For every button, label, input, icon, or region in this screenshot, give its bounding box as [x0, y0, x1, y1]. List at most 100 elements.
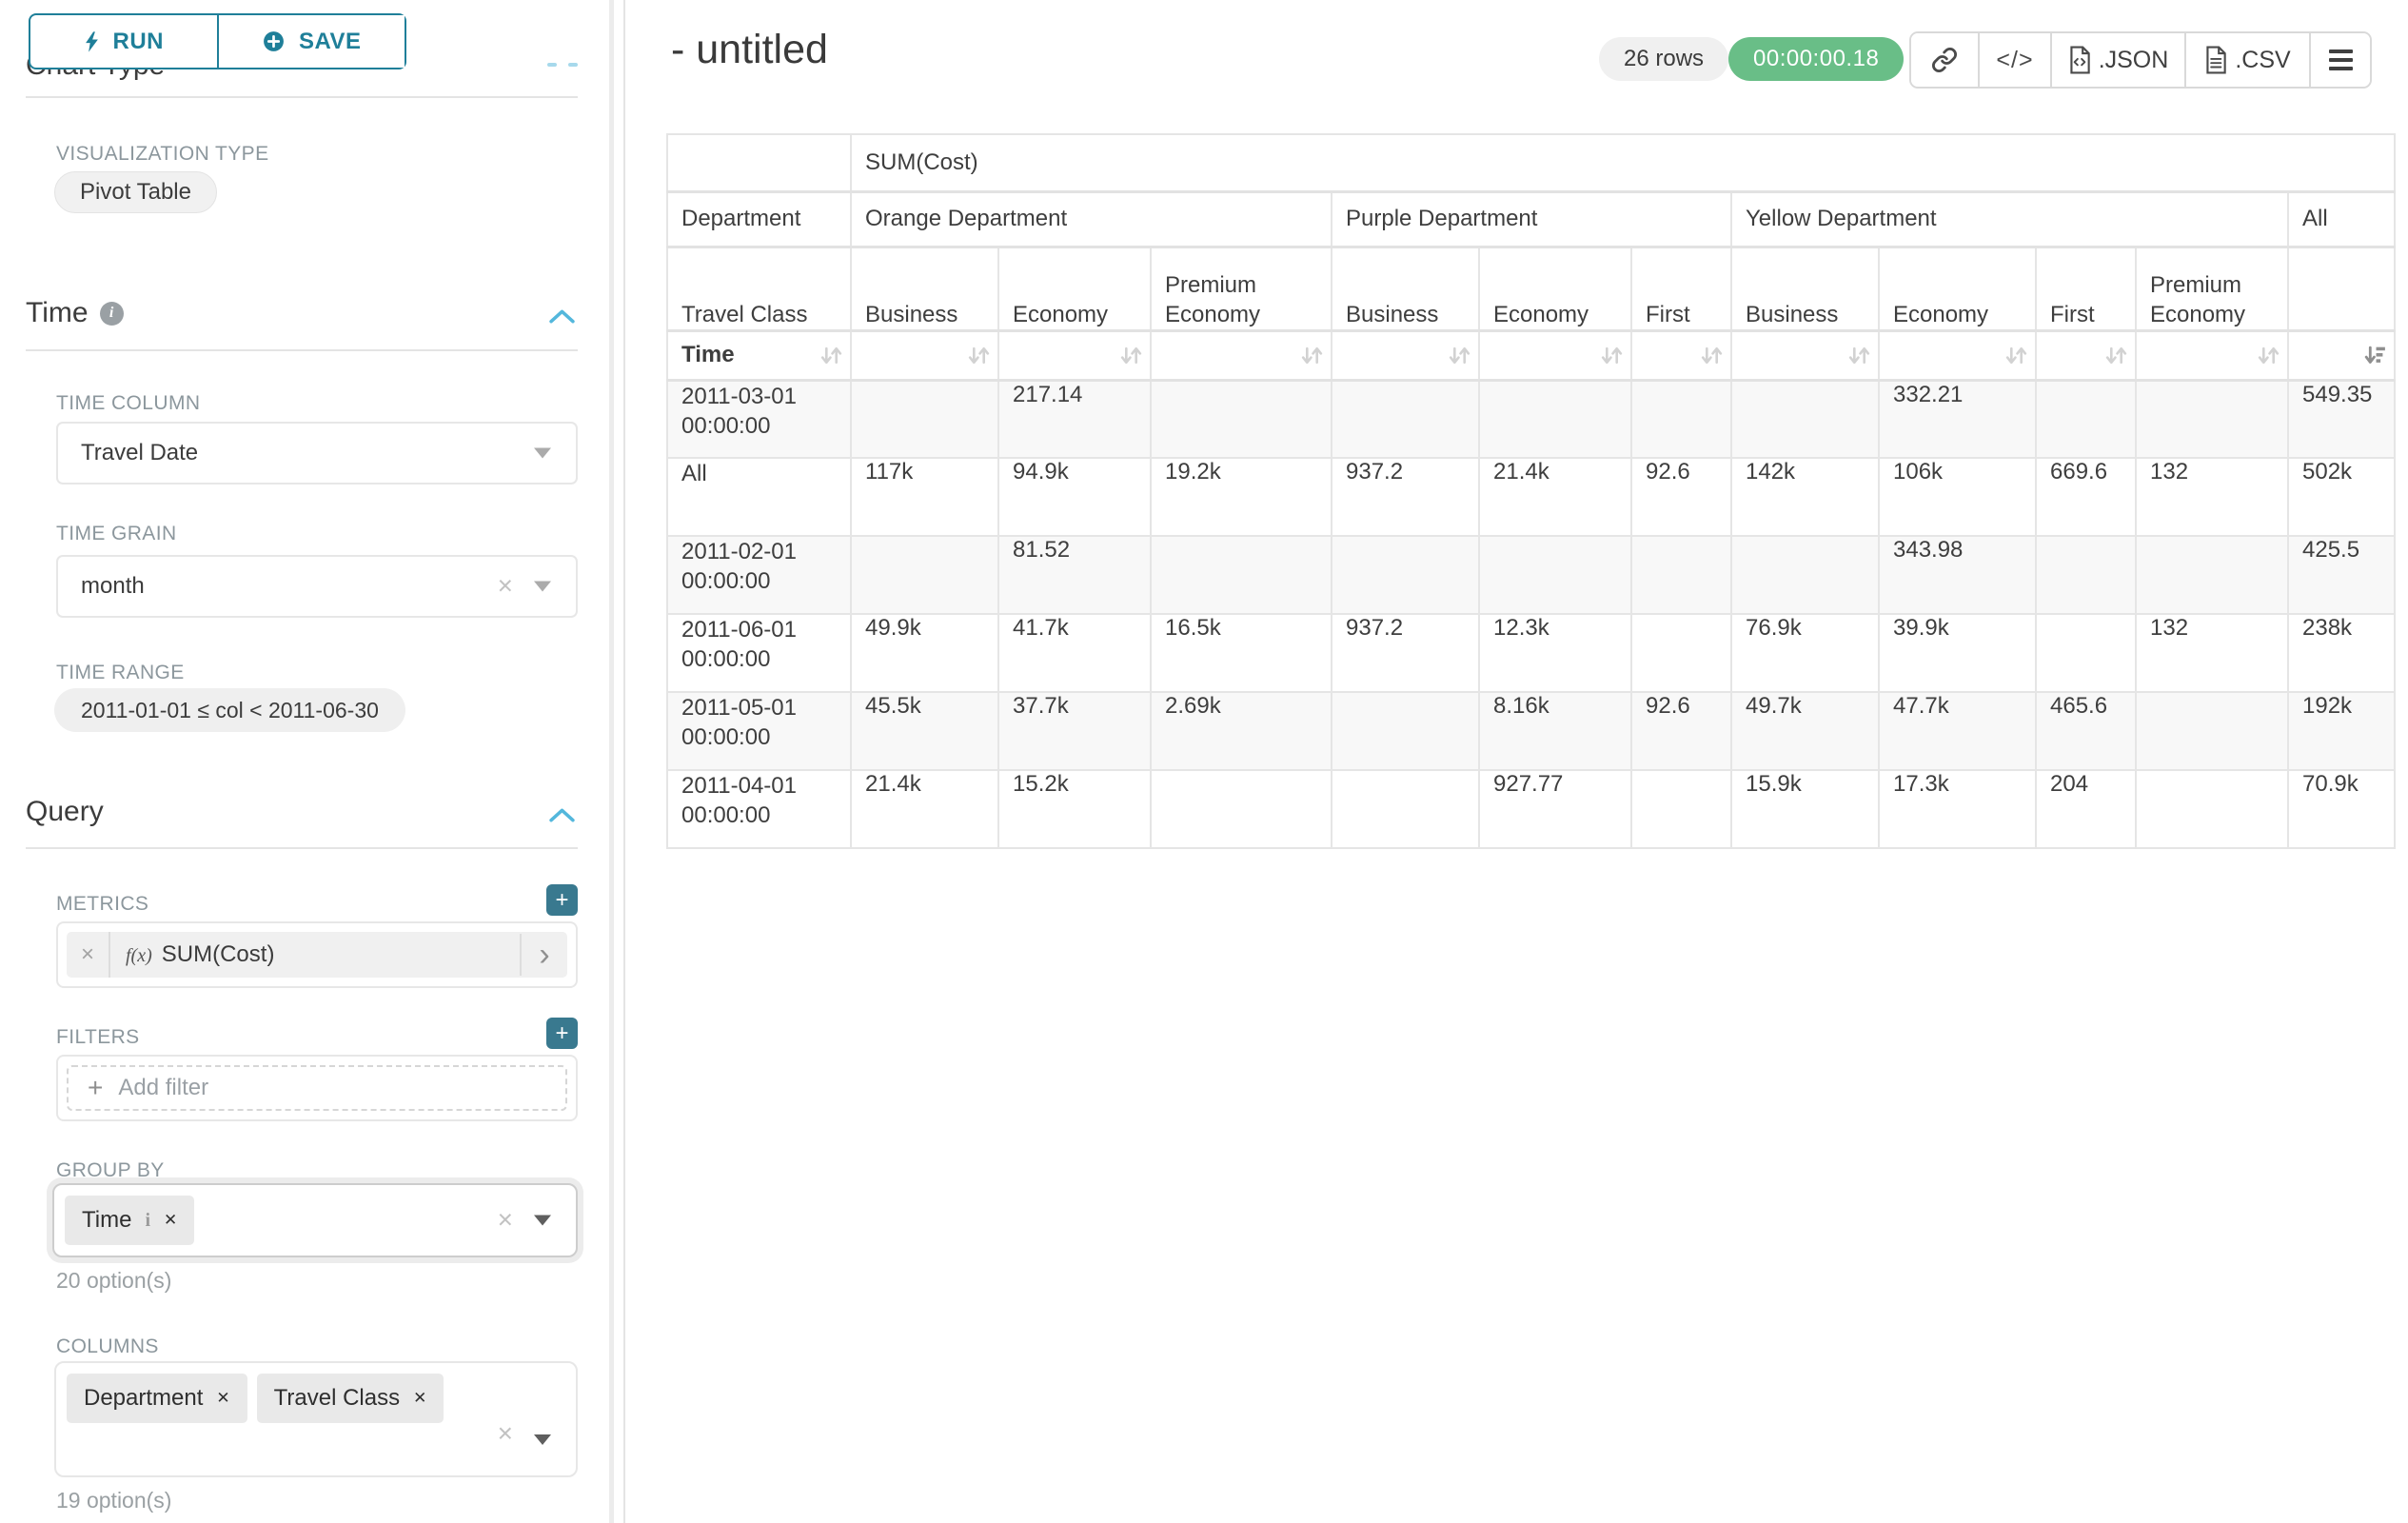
sidebar-scrollbar[interactable] — [609, 0, 614, 1523]
time-cell: All — [667, 458, 851, 536]
column-sort-header[interactable] — [1731, 330, 1879, 380]
value-cell: 343.98 — [1879, 536, 2036, 614]
add-metric-button[interactable]: + — [546, 884, 578, 916]
add-filter-plus-button[interactable]: + — [546, 1018, 578, 1049]
value-cell: 49.7k — [1731, 692, 1879, 770]
row-count-badge: 26 rows — [1599, 37, 1728, 81]
columns-tag-department[interactable]: Department ✕ — [67, 1374, 247, 1423]
value-cell — [1332, 770, 1479, 848]
value-cell: 15.9k — [1731, 770, 1879, 848]
value-cell — [1731, 536, 1879, 614]
chevron-up-icon[interactable] — [549, 807, 575, 823]
group-by-select[interactable]: Time i ✕ × — [52, 1183, 578, 1257]
remove-tag-icon[interactable]: ✕ — [413, 1389, 426, 1408]
lightning-icon — [84, 30, 100, 53]
copy-link-button[interactable] — [1911, 33, 1978, 87]
travel-class-header-cell: Travel Class — [667, 247, 851, 330]
metric-sum-cost[interactable]: × f(x) SUM(Cost) › — [67, 932, 567, 978]
column-sort-header[interactable] — [998, 330, 1151, 380]
value-cell: 45.5k — [851, 692, 998, 770]
clear-icon[interactable]: × — [498, 1418, 513, 1449]
column-sort-header[interactable] — [1332, 330, 1479, 380]
sort-icon — [1699, 343, 1725, 368]
remove-metric-icon[interactable]: × — [67, 932, 110, 978]
department-group-header: Orange Department — [851, 191, 1332, 247]
sort-icon — [2003, 343, 2029, 368]
column-sort-header[interactable] — [1631, 330, 1731, 380]
value-cell: 937.2 — [1332, 614, 1479, 692]
save-button[interactable]: SAVE — [217, 15, 405, 68]
column-sort-header[interactable] — [2288, 330, 2395, 380]
time-range-pill[interactable]: 2011-01-01 ≤ col < 2011-06-30 — [54, 688, 405, 732]
value-cell: 238k — [2288, 614, 2395, 692]
columns-options-hint: 19 option(s) — [56, 1488, 171, 1513]
columns-tag-travel-class[interactable]: Travel Class ✕ — [257, 1374, 444, 1423]
value-cell: 49.9k — [851, 614, 998, 692]
column-sort-header[interactable] — [2136, 330, 2288, 380]
value-cell — [1151, 380, 1332, 458]
value-cell: 332.21 — [1879, 380, 2036, 458]
value-cell: 937.2 — [1332, 458, 1479, 536]
sort-icon — [1299, 343, 1325, 368]
embed-code-button[interactable]: </> — [1978, 33, 2050, 87]
value-cell — [1479, 380, 1631, 458]
column-sort-header[interactable] — [851, 330, 998, 380]
column-sort-header[interactable] — [1879, 330, 2036, 380]
group-by-tag-time[interactable]: Time i ✕ — [65, 1196, 194, 1245]
run-button[interactable]: RUN — [30, 15, 217, 68]
value-cell — [1151, 536, 1332, 614]
value-cell: 17.3k — [1879, 770, 2036, 848]
caret-down-icon — [534, 1434, 551, 1445]
time-section-title: Time — [26, 297, 89, 329]
time-column-select[interactable]: Travel Date — [56, 422, 578, 485]
value-cell — [1731, 380, 1879, 458]
chart-title[interactable]: - untitled — [671, 27, 828, 73]
value-cell: 70.9k — [2288, 770, 2395, 848]
save-button-label: SAVE — [299, 29, 362, 55]
remove-tag-icon[interactable]: ✕ — [164, 1211, 177, 1230]
chevron-right-icon[interactable]: › — [520, 934, 567, 976]
column-sort-header[interactable] — [1479, 330, 1631, 380]
time-range-label: TIME RANGE — [56, 662, 185, 684]
export-toolbar: </> .JSON .CSV — [1909, 31, 2372, 89]
remove-tag-icon[interactable]: ✕ — [216, 1389, 229, 1408]
columns-select[interactable]: Department ✕ Travel Class ✕ × — [54, 1361, 578, 1477]
value-cell: 16.5k — [1151, 614, 1332, 692]
value-cell: 47.7k — [1879, 692, 2036, 770]
value-cell: 41.7k — [998, 614, 1151, 692]
time-column-label: TIME COLUMN — [56, 392, 200, 415]
menu-button[interactable] — [2309, 33, 2370, 87]
value-cell: 81.52 — [998, 536, 1151, 614]
column-sort-header[interactable] — [1151, 330, 1332, 380]
add-filter-button[interactable]: + Add filter — [67, 1065, 567, 1111]
travel-class-cell: Economy — [998, 247, 1151, 330]
query-timer-badge: 00:00:00.18 — [1728, 37, 1904, 81]
column-sort-header[interactable] — [2036, 330, 2136, 380]
time-sort-header[interactable]: Time — [667, 330, 851, 380]
metrics-container: × f(x) SUM(Cost) › — [56, 921, 578, 988]
chevron-up-icon[interactable] — [549, 308, 575, 325]
value-cell — [1479, 536, 1631, 614]
value-cell: 192k — [2288, 692, 2395, 770]
tag-label: Time — [82, 1207, 131, 1234]
travel-class-cell: Economy — [1879, 247, 2036, 330]
export-json-button[interactable]: .JSON — [2050, 33, 2184, 87]
pivot-row: 2011-02-01 00:00:0081.52343.98425.5 — [667, 536, 2395, 614]
plus-circle-icon — [262, 30, 286, 53]
export-csv-button[interactable]: .CSV — [2184, 33, 2309, 87]
travel-class-cell: Business — [1332, 247, 1479, 330]
travel-class-cell: Business — [851, 247, 998, 330]
value-cell — [1332, 380, 1479, 458]
query-section-title: Query — [26, 796, 104, 828]
group-by-options-hint: 20 option(s) — [56, 1268, 171, 1294]
time-grain-select[interactable]: month × — [56, 555, 578, 618]
travel-class-cell: First — [2036, 247, 2136, 330]
department-header-cell: Department — [667, 191, 851, 247]
clear-icon[interactable]: × — [498, 570, 513, 601]
value-cell — [2036, 614, 2136, 692]
file-text-icon — [2204, 46, 2227, 74]
metric-body: f(x) SUM(Cost) — [110, 941, 520, 968]
section-divider — [26, 847, 578, 849]
clear-icon[interactable]: × — [498, 1204, 513, 1235]
viz-type-pill[interactable]: Pivot Table — [54, 171, 217, 213]
